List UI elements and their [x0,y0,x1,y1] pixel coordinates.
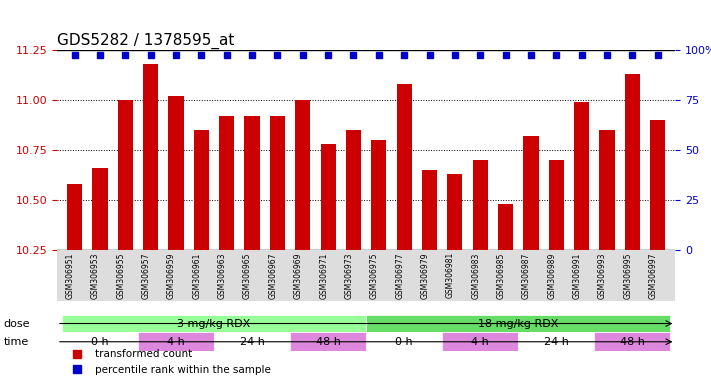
Bar [498,204,513,250]
Bar [518,332,594,351]
Bar [143,64,159,250]
Text: GSM306961: GSM306961 [193,252,201,299]
Text: GSM306971: GSM306971 [319,252,328,299]
Text: GSM306963: GSM306963 [218,252,227,299]
Bar [473,160,488,250]
Bar [625,74,640,250]
Legend: transformed count, percentile rank within the sample: transformed count, percentile rank withi… [62,345,275,379]
Bar [371,140,387,250]
Bar [599,130,614,250]
Bar [138,332,214,351]
Text: GSM306985: GSM306985 [496,252,506,299]
Text: 4 h: 4 h [471,337,489,347]
Text: GSM306959: GSM306959 [167,252,176,299]
Bar [442,332,518,351]
Text: GSM306981: GSM306981 [446,252,455,298]
Bar [290,332,366,351]
Text: 4 h: 4 h [167,337,185,347]
Text: 48 h: 48 h [620,337,645,347]
Bar [194,130,209,250]
Bar [270,116,285,250]
Bar [214,332,290,351]
Text: GSM306953: GSM306953 [91,252,100,299]
Text: GSM306967: GSM306967 [269,252,277,299]
Bar [447,174,462,250]
Text: GSM306983: GSM306983 [471,252,480,299]
Bar [650,120,665,250]
Bar [219,116,235,250]
Bar [366,315,670,332]
Text: GSM306995: GSM306995 [624,252,632,299]
Text: time: time [4,337,29,347]
Text: GSM306993: GSM306993 [598,252,607,299]
Bar [523,136,538,250]
Text: 0 h: 0 h [395,337,413,347]
Bar [574,102,589,250]
Text: 24 h: 24 h [240,337,264,347]
Text: GSM306977: GSM306977 [395,252,404,299]
Text: GSM306987: GSM306987 [522,252,531,299]
Bar [346,130,361,250]
Text: GSM306969: GSM306969 [294,252,303,299]
Text: GSM306989: GSM306989 [547,252,556,299]
Text: dose: dose [4,318,30,329]
Bar [245,116,260,250]
Bar [397,84,412,250]
Bar [62,332,138,351]
FancyBboxPatch shape [57,250,675,301]
Bar [549,160,564,250]
Bar [169,96,183,250]
Bar [92,168,107,250]
Bar [321,144,336,250]
Text: GSM306975: GSM306975 [370,252,379,299]
Bar [118,100,133,250]
Text: GDS5282 / 1378595_at: GDS5282 / 1378595_at [57,32,234,48]
Bar [422,170,437,250]
Text: GSM306979: GSM306979 [420,252,429,299]
Bar [62,315,366,332]
Text: GSM306957: GSM306957 [141,252,151,299]
Text: GSM306965: GSM306965 [243,252,252,299]
Bar [594,332,670,351]
Text: GSM306997: GSM306997 [648,252,658,299]
Text: 3 mg/kg RDX: 3 mg/kg RDX [178,318,251,329]
Text: GSM306951: GSM306951 [65,252,75,299]
Bar [295,100,311,250]
Text: GSM306991: GSM306991 [572,252,582,299]
Text: GSM306973: GSM306973 [345,252,353,299]
Bar [67,184,82,250]
Bar [366,332,442,351]
Text: 18 mg/kg RDX: 18 mg/kg RDX [478,318,558,329]
Text: 24 h: 24 h [544,337,569,347]
Text: 48 h: 48 h [316,337,341,347]
Text: GSM306955: GSM306955 [117,252,125,299]
Text: 0 h: 0 h [91,337,109,347]
